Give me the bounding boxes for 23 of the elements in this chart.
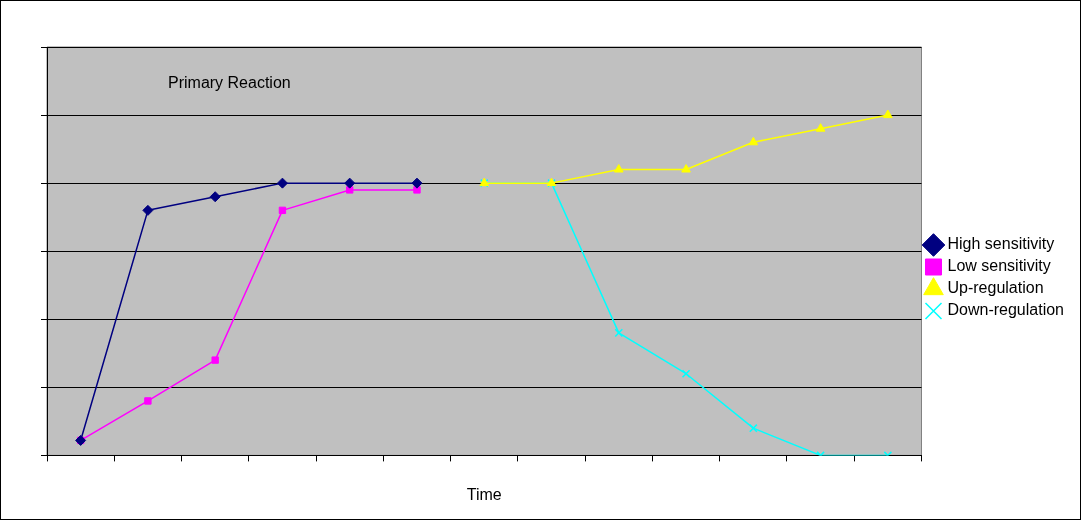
point — [209, 191, 221, 203]
point — [883, 109, 893, 119]
point — [748, 136, 759, 146]
legend-label: Low sensitivity — [947, 257, 1051, 275]
point — [411, 177, 423, 189]
point — [815, 123, 826, 132]
point — [278, 206, 287, 215]
x-axis-title: Time — [466, 485, 502, 503]
point — [346, 186, 354, 194]
legend-label: Down-regulation — [947, 301, 1065, 319]
legend-label: High sensitivity — [947, 235, 1055, 253]
point — [613, 164, 624, 173]
point — [276, 177, 288, 189]
point — [749, 423, 758, 433]
point — [614, 328, 624, 338]
point — [344, 177, 356, 189]
point — [681, 369, 691, 379]
point — [142, 204, 154, 216]
chart-title: Primary Reaction — [168, 74, 291, 92]
point — [211, 356, 219, 364]
point — [681, 164, 691, 173]
legend-label: Up-regulation — [947, 279, 1044, 297]
point — [144, 397, 152, 405]
